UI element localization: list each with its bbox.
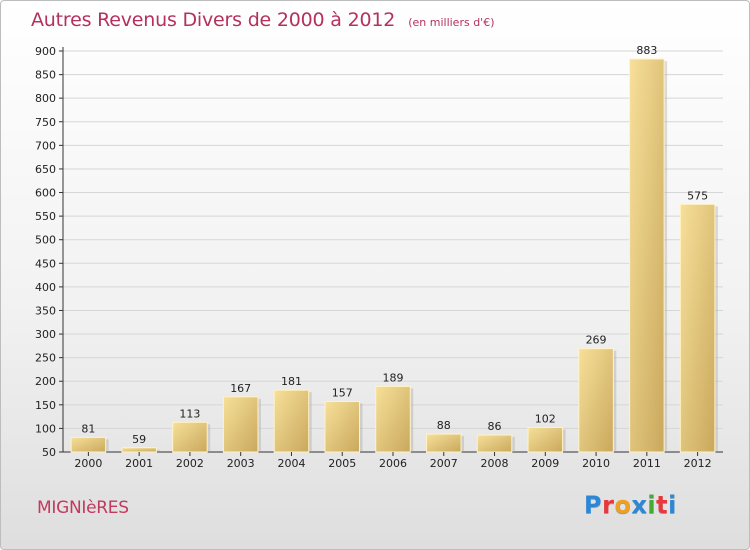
logo-letter: o [614, 491, 632, 519]
bar-value-label: 81 [81, 422, 95, 435]
chart-unit: (en milliers d'€) [408, 16, 495, 29]
y-tick-label: 100 [35, 422, 56, 435]
y-tick-label: 50 [42, 446, 56, 459]
bar [426, 433, 462, 453]
bar-value-label: 59 [132, 433, 146, 446]
x-tick-label: 2000 [74, 457, 102, 470]
bar-value-label: 575 [687, 189, 708, 202]
logo-letter: P [584, 491, 603, 519]
proxiti-logo: Proxiti [584, 491, 677, 519]
bar [578, 348, 614, 453]
x-tick-label: 2010 [582, 457, 610, 470]
logo-letter: i [647, 491, 657, 519]
bar-value-label: 181 [281, 375, 302, 388]
y-tick-label: 600 [35, 187, 56, 200]
y-tick-label: 550 [35, 210, 56, 223]
y-tick-label: 400 [35, 281, 56, 294]
bar [273, 389, 310, 453]
y-tick-label: 500 [35, 234, 56, 247]
y-tick-label: 300 [35, 328, 56, 341]
x-tick-label: 2007 [430, 457, 458, 470]
bar-value-label: 113 [179, 407, 200, 420]
bar-value-label: 88 [437, 419, 451, 432]
bar [222, 396, 259, 453]
y-tick-label: 350 [35, 304, 56, 317]
y-tick-label: 800 [35, 92, 56, 105]
logo-letter: i [668, 491, 677, 519]
x-tick-label: 2008 [481, 457, 509, 470]
chart-title: Autres Revenus Divers de 2000 à 2012 [31, 9, 396, 31]
y-tick-label: 900 [35, 45, 56, 58]
x-tick-label: 2001 [125, 457, 153, 470]
y-tick-label: 700 [35, 139, 56, 152]
bar [70, 436, 107, 453]
bar [172, 421, 208, 453]
y-tick-label: 150 [35, 399, 56, 412]
x-tick-label: 2004 [277, 457, 305, 470]
bar-value-label: 883 [636, 44, 657, 57]
logo-letter: x [631, 491, 648, 519]
y-tick-label: 250 [35, 352, 56, 365]
place-name: MIGNIèRES [37, 498, 129, 518]
bar [476, 434, 513, 453]
bar-value-label: 189 [383, 371, 404, 384]
bar-value-label: 157 [332, 387, 353, 400]
y-tick-label: 200 [35, 375, 56, 388]
chart-title-row: Autres Revenus Divers de 2000 à 2012 (en… [31, 9, 495, 31]
y-tick-label: 750 [35, 116, 56, 129]
bar [324, 401, 360, 453]
bar [121, 447, 157, 453]
x-tick-label: 2003 [227, 457, 255, 470]
x-tick-label: 2005 [328, 457, 356, 470]
x-tick-label: 2009 [531, 457, 559, 470]
bar-value-label: 102 [535, 412, 556, 425]
x-tick-label: 2002 [176, 457, 204, 470]
x-tick-label: 2011 [633, 457, 661, 470]
bar-value-label: 86 [488, 420, 502, 433]
x-tick-label: 2012 [684, 457, 712, 470]
bar [679, 203, 716, 453]
y-tick-label: 450 [35, 257, 56, 270]
y-tick-label: 850 [35, 69, 56, 82]
logo-letter: t [656, 491, 669, 519]
bar [629, 58, 665, 453]
logo-letter: r [602, 491, 615, 519]
bar-value-label: 167 [230, 382, 251, 395]
x-tick-label: 2006 [379, 457, 407, 470]
bar [375, 385, 411, 453]
bar-value-label: 269 [586, 334, 607, 347]
y-tick-label: 650 [35, 163, 56, 176]
bar [527, 426, 564, 453]
